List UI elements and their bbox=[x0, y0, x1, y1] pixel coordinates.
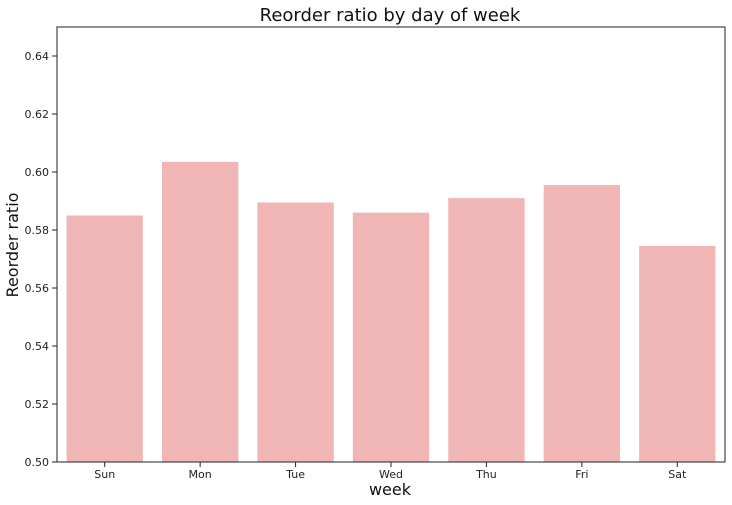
y-tick-label: 0.52 bbox=[25, 398, 50, 411]
chart-title: Reorder ratio by day of week bbox=[260, 5, 521, 26]
x-axis: Sun Mon Tue Wed Thu Fri Sat bbox=[94, 462, 687, 481]
bars bbox=[66, 161, 716, 463]
x-tick-label: Sat bbox=[668, 468, 687, 481]
y-axis-label: Reorder ratio bbox=[3, 193, 22, 298]
y-tick-label: 0.54 bbox=[25, 340, 50, 353]
bar-thu bbox=[448, 198, 525, 462]
x-tick-label: Fri bbox=[575, 468, 588, 481]
y-axis: 0.50 0.52 0.54 0.56 0.58 0.60 0.62 0.64 bbox=[25, 50, 57, 469]
y-tick-label: 0.56 bbox=[25, 282, 50, 295]
bar-fri bbox=[543, 185, 621, 463]
bar-tue bbox=[257, 202, 334, 462]
x-tick-label: Wed bbox=[379, 468, 403, 481]
y-tick-label: 0.64 bbox=[25, 50, 50, 63]
bar-sun bbox=[66, 215, 143, 462]
bar-wed bbox=[352, 212, 430, 462]
x-tick-label: Mon bbox=[189, 468, 212, 481]
plot-frame bbox=[56, 26, 726, 463]
bar-sat bbox=[639, 245, 716, 462]
x-tick-label: Tue bbox=[285, 468, 305, 481]
bar-mon bbox=[161, 161, 239, 462]
x-tick-label: Thu bbox=[475, 468, 497, 481]
y-tick-label: 0.62 bbox=[25, 108, 50, 121]
x-tick-label: Sun bbox=[94, 468, 115, 481]
y-tick-label: 0.58 bbox=[25, 224, 50, 237]
y-tick-label: 0.60 bbox=[25, 166, 50, 179]
y-tick-label: 0.50 bbox=[25, 456, 50, 469]
x-axis-label: week bbox=[369, 480, 412, 499]
